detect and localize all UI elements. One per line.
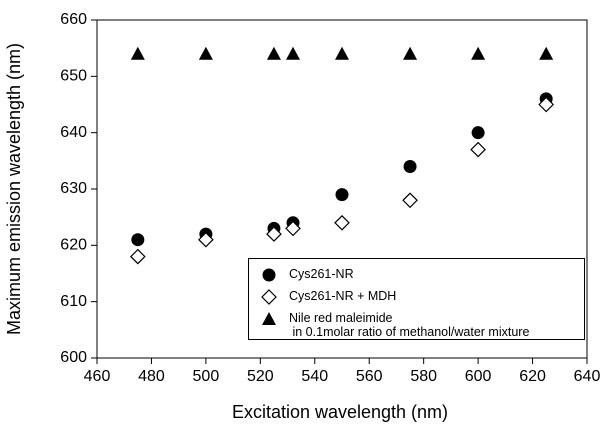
legend-symbol — [262, 268, 276, 282]
legend-label: Cys261-NR + MDH — [289, 289, 397, 303]
x-tick-label: 500 — [193, 368, 220, 385]
y-tick-label: 640 — [60, 124, 87, 141]
point — [470, 141, 486, 158]
legend-symbol — [261, 289, 277, 305]
point — [198, 231, 214, 248]
x-tick-label: 640 — [574, 368, 600, 385]
point — [538, 96, 555, 113]
y-tick-label: 630 — [60, 180, 87, 197]
legend-label: Nile red maleimide in 0.1molar ratio of … — [289, 311, 530, 339]
x-tick-label: 600 — [465, 368, 492, 385]
y-tick-label: 650 — [60, 68, 87, 85]
legend-entry: Cys261-NR + MDH — [249, 289, 396, 305]
point — [285, 220, 301, 237]
x-tick-label: 520 — [247, 368, 274, 385]
y-tick-label: 600 — [60, 349, 87, 366]
point — [335, 46, 349, 60]
legend-entry: Cys261-NR — [249, 267, 354, 283]
x-tick-label: 580 — [410, 368, 437, 385]
point — [539, 46, 554, 60]
y-tick-label: 660 — [60, 11, 87, 28]
y-tick-label: 610 — [60, 293, 87, 310]
legend-entry: Nile red maleimide in 0.1molar ratio of … — [249, 311, 529, 339]
y-tick-label: 620 — [60, 237, 87, 254]
point — [334, 214, 350, 231]
x-tick-label: 460 — [84, 368, 111, 385]
legend-marker — [262, 312, 276, 325]
legend-marker — [262, 268, 276, 282]
point — [403, 46, 418, 60]
legend: Cys261-NR Cys261-NR + MDH Nile red maleimi… — [248, 258, 585, 340]
point — [131, 233, 145, 247]
point — [130, 46, 145, 60]
x-tick-label: 480 — [138, 368, 165, 385]
point — [198, 46, 213, 60]
point — [471, 126, 485, 140]
legend-marker — [261, 289, 277, 305]
x-tick-label: 560 — [356, 368, 383, 385]
point — [266, 226, 282, 242]
y-axis-title: Maximum emission wavelength (nm) — [4, 43, 24, 335]
point — [403, 159, 417, 173]
x-tick-label: 540 — [301, 368, 328, 385]
x-tick-label: 620 — [519, 368, 546, 385]
point — [286, 46, 300, 60]
point — [402, 192, 418, 209]
legend-symbol — [262, 312, 276, 325]
point — [335, 188, 349, 202]
point — [129, 248, 146, 265]
x-axis-title: Excitation wavelength (nm) — [232, 402, 448, 422]
point — [471, 46, 486, 60]
point — [266, 46, 281, 60]
legend-label: Cys261-NR — [289, 267, 354, 281]
